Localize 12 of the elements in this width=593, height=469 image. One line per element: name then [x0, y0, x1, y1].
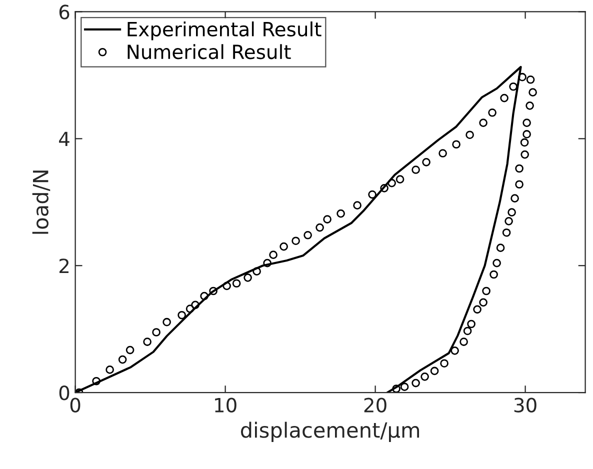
y-tick-label: 2 — [60, 258, 68, 273]
x-axis-title: displacement/μm — [240, 422, 420, 442]
x-tick-label: 10 — [215, 398, 236, 412]
y-tick-label: 4 — [59, 132, 70, 146]
x-tick-label: 0 — [70, 398, 80, 412]
y-axis-title: load/N — [32, 170, 50, 234]
legend-label: Numerical Result — [128, 44, 291, 60]
x-tick-label: 20 — [364, 398, 386, 412]
legend-label: Experimental Result — [128, 21, 322, 40]
y-tick-label: 0 — [59, 386, 70, 400]
y-tick-label: 6 — [59, 4, 70, 20]
x-tick-label: 30 — [514, 398, 536, 412]
